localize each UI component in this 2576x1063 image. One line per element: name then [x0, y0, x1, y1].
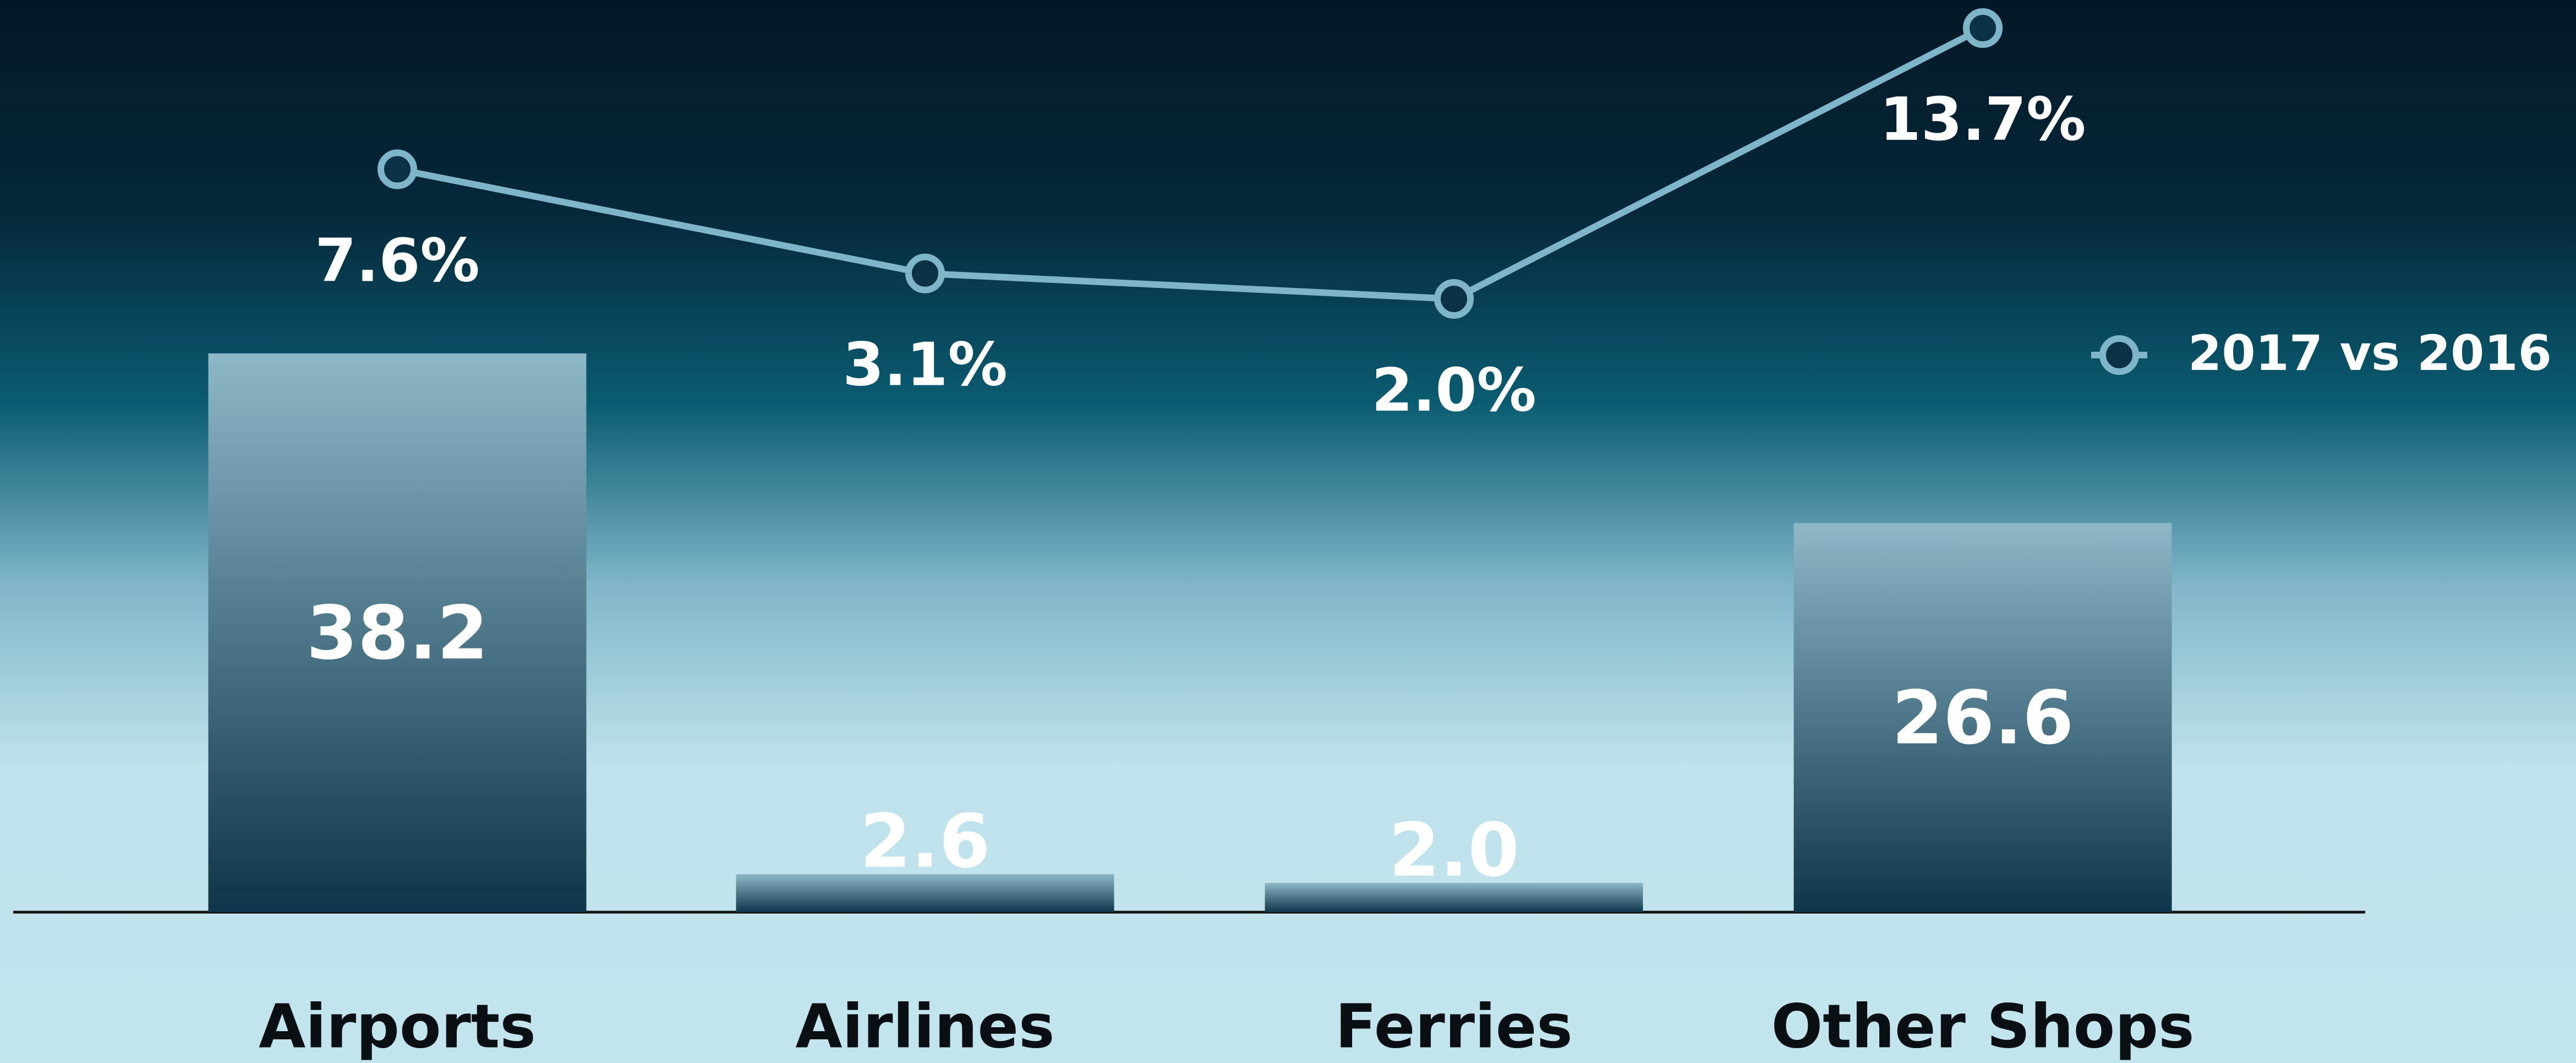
- bar-value-label: 38.2: [307, 590, 489, 676]
- line-value-label: 2.0%: [1371, 356, 1536, 425]
- line-marker: [909, 257, 942, 290]
- line-value-label: 13.7%: [1880, 85, 2086, 154]
- line-marker: [381, 153, 414, 186]
- x-tick-label: Airports: [259, 991, 536, 1061]
- line-value-label: 3.1%: [843, 331, 1008, 400]
- bar-value-label: 2.6: [860, 799, 990, 885]
- x-tick-label: Other Shops: [1771, 991, 2195, 1061]
- line-value-label: 7.6%: [315, 226, 480, 295]
- chart: 38.2 2.6 2.0 26.6 7.6% 3.1% 2.0% 13.7% 2017 vs 2…: [0, 0, 2576, 1063]
- legend-label: 2017 vs 2016: [2188, 325, 2552, 381]
- legend-marker: [2103, 339, 2136, 372]
- line-marker: [1437, 282, 1470, 315]
- x-tick-label: Ferries: [1335, 991, 1573, 1061]
- bar-value-label: 26.6: [1892, 675, 2074, 761]
- line-marker: [1966, 12, 1999, 45]
- bar-value-label: 2.0: [1388, 807, 1519, 893]
- x-tick-label: Airlines: [796, 991, 1055, 1061]
